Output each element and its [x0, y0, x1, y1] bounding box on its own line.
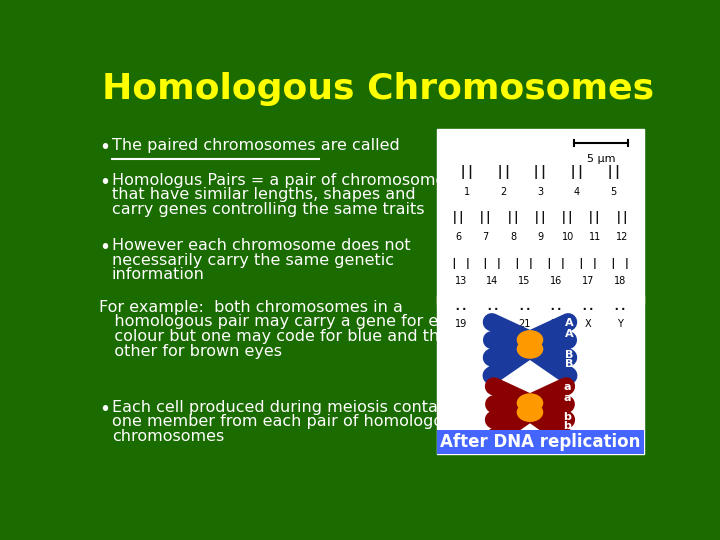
Text: chromosomes: chromosomes: [112, 429, 224, 444]
Text: •: •: [99, 400, 110, 419]
Text: 3: 3: [537, 187, 544, 197]
Text: that have similar lengths, shapes and: that have similar lengths, shapes and: [112, 187, 415, 202]
Text: Homologus Pairs = a pair of chromosomes: Homologus Pairs = a pair of chromosomes: [112, 173, 454, 187]
Text: 11: 11: [589, 232, 601, 242]
Bar: [437, 430, 644, 454]
Text: Each cell produced during meiosis contains: Each cell produced during meiosis contai…: [112, 400, 461, 415]
Text: ..: ..: [580, 300, 595, 313]
Text: ||: ||: [495, 165, 512, 179]
Text: ..: ..: [517, 300, 532, 313]
Text: 19: 19: [454, 319, 467, 329]
Text: 20: 20: [487, 319, 499, 329]
Text: ..: ..: [453, 300, 468, 313]
Text: ||: ||: [569, 165, 585, 179]
Text: b: b: [563, 412, 571, 422]
Text: ||: ||: [451, 211, 466, 224]
Text: 18: 18: [613, 276, 626, 286]
Text: A: A: [564, 318, 573, 328]
Text: Y: Y: [617, 319, 623, 329]
Text: 16: 16: [550, 276, 562, 286]
Ellipse shape: [518, 403, 543, 421]
Text: 7: 7: [482, 232, 489, 242]
Text: | |: | |: [610, 259, 630, 269]
Text: 6: 6: [456, 232, 462, 242]
Text: homologous pair may carry a gene for eye: homologous pair may carry a gene for eye: [99, 314, 458, 329]
Text: 2: 2: [500, 187, 507, 197]
Text: 12: 12: [616, 232, 629, 242]
Text: ||: ||: [615, 211, 630, 224]
Text: For example:  both chromosomes in a: For example: both chromosomes in a: [99, 300, 403, 315]
Text: 22: 22: [550, 319, 562, 329]
Text: ..: ..: [613, 300, 627, 313]
Text: | |: | |: [482, 259, 503, 269]
Text: 1: 1: [464, 187, 470, 197]
Ellipse shape: [518, 340, 543, 358]
Text: 5 μm: 5 μm: [587, 154, 615, 164]
Text: 13: 13: [454, 276, 467, 286]
Text: | |: | |: [514, 259, 534, 269]
Text: ||: ||: [532, 165, 549, 179]
Text: Homologous Chromosomes: Homologous Chromosomes: [102, 72, 654, 106]
Text: •: •: [99, 238, 110, 257]
Text: 14: 14: [487, 276, 499, 286]
Text: | |: | |: [578, 259, 598, 269]
Text: 21: 21: [518, 319, 531, 329]
Ellipse shape: [518, 394, 543, 412]
Bar: [437, 129, 644, 304]
Text: 5: 5: [611, 187, 617, 197]
Text: ||: ||: [505, 211, 521, 224]
Text: ||: ||: [588, 211, 603, 224]
Text: ||: ||: [606, 165, 622, 179]
Text: X: X: [585, 319, 591, 329]
Text: 15: 15: [518, 276, 531, 286]
Text: B: B: [564, 359, 573, 369]
Text: | |: | |: [451, 259, 471, 269]
Text: After DNA replication: After DNA replication: [440, 433, 641, 451]
Text: a: a: [563, 393, 571, 403]
Text: 10: 10: [562, 232, 574, 242]
Text: other for brown eyes: other for brown eyes: [99, 343, 282, 359]
Ellipse shape: [518, 331, 543, 349]
Text: colour but one may code for blue and the: colour but one may code for blue and the: [99, 329, 449, 344]
Text: However each chromosome does not: However each chromosome does not: [112, 238, 410, 253]
Text: necessarily carry the same genetic: necessarily carry the same genetic: [112, 253, 394, 268]
Text: ..: ..: [549, 300, 564, 313]
Text: ..: ..: [485, 300, 500, 313]
Bar: [437, 295, 644, 454]
Text: ||: ||: [478, 211, 493, 224]
Text: information: information: [112, 267, 204, 282]
Text: B: B: [564, 349, 573, 360]
Text: 17: 17: [582, 276, 594, 286]
Text: The paired chromosomes are called: The paired chromosomes are called: [112, 138, 400, 153]
Text: a: a: [563, 382, 571, 392]
Text: 4: 4: [574, 187, 580, 197]
Text: •: •: [99, 173, 110, 192]
Text: A: A: [564, 329, 573, 339]
Text: ||: ||: [459, 165, 475, 179]
Text: b: b: [563, 421, 571, 431]
Text: | |: | |: [546, 259, 567, 269]
Text: ||: ||: [560, 211, 575, 224]
Text: •: •: [99, 138, 110, 157]
Text: carry genes controlling the same traits: carry genes controlling the same traits: [112, 202, 424, 217]
Text: 9: 9: [537, 232, 544, 242]
Text: ||: ||: [533, 211, 548, 224]
Text: one member from each pair of homologous: one member from each pair of homologous: [112, 414, 462, 429]
Text: 8: 8: [510, 232, 516, 242]
